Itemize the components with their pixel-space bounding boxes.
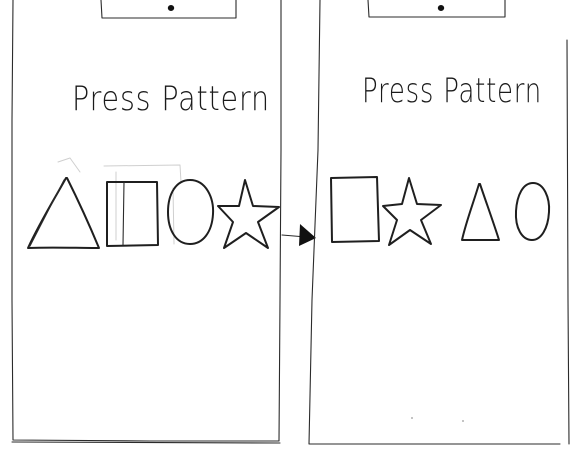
screen-2-camera-box xyxy=(367,0,506,18)
screen-1-ghost-strokes xyxy=(57,157,182,245)
screen-2-title: Press Pattern xyxy=(362,71,542,111)
screen-1-title: Press Pattern xyxy=(72,79,270,119)
paper-speck xyxy=(411,417,413,419)
square-icon[interactable] xyxy=(330,176,380,243)
triangle-icon[interactable] xyxy=(27,177,100,249)
screen-2: Press Pattern xyxy=(308,0,570,445)
star-icon[interactable] xyxy=(217,179,280,249)
screen-1: Press Pattern xyxy=(11,0,316,444)
square-icon[interactable] xyxy=(106,181,159,247)
screen-1-frame-bottom xyxy=(11,441,281,444)
screen-2-frame-right xyxy=(566,39,570,445)
circle-icon[interactable] xyxy=(167,179,215,245)
triangle-icon[interactable] xyxy=(461,183,500,241)
screen-1-frame xyxy=(11,0,282,442)
transition-arrow-head xyxy=(299,224,316,246)
paper-speck xyxy=(462,420,464,422)
screen-2-frame xyxy=(308,0,561,445)
star-icon[interactable] xyxy=(382,177,442,246)
screen-1-camera-dot xyxy=(167,5,175,11)
triangle-icon-retrace xyxy=(29,179,65,247)
screen-1-camera-box xyxy=(100,0,237,19)
screen-2-camera-dot xyxy=(437,5,445,11)
circle-icon[interactable] xyxy=(514,182,551,241)
square-icon-retrace xyxy=(122,181,125,246)
